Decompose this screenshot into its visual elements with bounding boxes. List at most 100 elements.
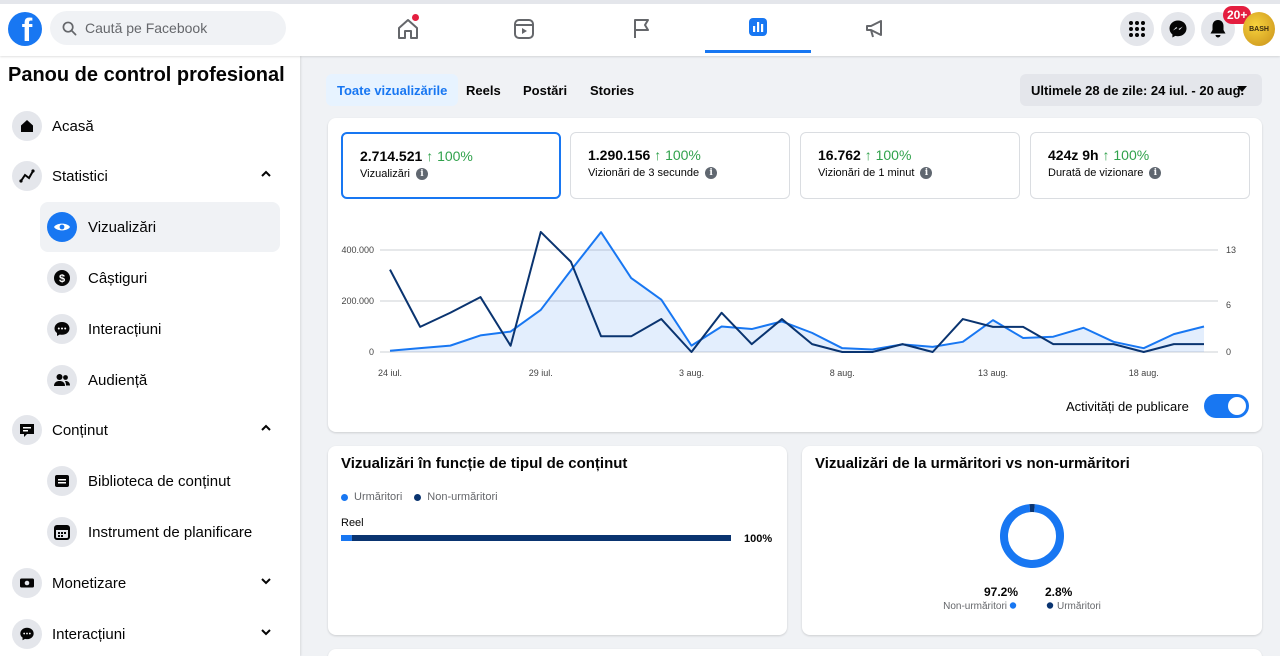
chevron-up-icon[interactable] [260,168,272,180]
sidebar-item-content[interactable]: Conținut [6,406,286,454]
top-navigation-bar: f 20+ BASH [0,0,1280,56]
messenger-icon [1169,20,1187,38]
followers-donut-chart: 97.2% Non-urmăritori 2.8% Urmăritori [943,504,1101,612]
sidebar-item-home[interactable]: Acasă [6,102,286,150]
nav-ads[interactable] [822,4,928,53]
chevron-up-icon[interactable] [260,422,272,434]
video-icon [514,18,534,39]
people-icon [47,365,77,395]
search-icon [62,21,77,35]
content-icon [12,415,42,445]
facebook-logo[interactable]: f [8,12,42,46]
library-icon [47,466,77,496]
sidebar-item-content-library[interactable]: Biblioteca de conținut [40,456,280,506]
insights-icon [749,18,767,36]
legend-swatch [414,493,422,501]
info-icon[interactable]: i [920,167,933,179]
chevron-down-icon[interactable] [260,626,272,638]
slice-name-label: Non-urmăritori [943,601,1007,612]
next-card [328,649,1262,656]
chevron-down-icon[interactable] [260,575,272,587]
legend-swatch [1009,602,1017,609]
y-left-tick-label: 0 [369,347,374,357]
sidebar-item-audience[interactable]: Audiență [40,355,280,405]
info-icon[interactable]: i [415,168,428,180]
tab-reels[interactable]: Reels [466,82,501,98]
publishing-activity-label: Activități de publicare [1066,399,1189,414]
nav-pages[interactable] [589,4,695,53]
info-icon[interactable]: i [705,167,718,179]
metric-card-watch-time[interactable]: 424z 9h ↑ 100% Durată de vizionare i [1030,132,1250,199]
y-right-tick-label: 13 [1226,245,1236,255]
megaphone-icon [866,19,882,37]
chat-icon [12,619,42,649]
sidebar-item-insights[interactable]: Statistici [6,152,286,200]
sidebar-title: Panou de control profesional [8,64,285,86]
metric-card-1min-views[interactable]: 16.762 ↑ 100% Vizionări de 1 minut i [800,132,1020,199]
search-input[interactable] [85,20,265,36]
slice-value-label: 2.8% [1045,585,1073,599]
nav-home[interactable] [355,4,461,53]
notifications-button[interactable] [1201,12,1235,46]
metric-card-views[interactable]: 2.714.521 ↑ 100% Vizualizări i [341,132,561,199]
calendar-icon [47,517,77,547]
money-icon [12,568,42,598]
views-series-line [389,231,1205,352]
card-title: Vizualizări în funcție de tipul de conți… [341,455,628,472]
search-box[interactable] [50,11,286,45]
change-indicator: ↑ 100% [864,147,912,163]
metric-card-3s-views[interactable]: 1.290.156 ↑ 100% Vizionări de 3 secunde i [570,132,790,199]
sidebar-item-views[interactable]: Vizualizări [40,202,280,252]
donut-slice [1000,504,1064,568]
series-area [390,232,1204,352]
flag-icon [634,18,649,38]
change-indicator: ↑ 100% [1102,147,1150,163]
chart-legend: Urmăritori Non-urmăritori [341,491,498,503]
tab-stories[interactable]: Stories [590,82,635,98]
sidebar-item-planner[interactable]: Instrument de planificare [40,507,280,557]
publishing-series-line [389,230,1204,353]
eye-icon [47,212,77,242]
notification-dot [412,14,419,21]
sidebar-item-monetization[interactable]: Monetizare [6,559,286,607]
publishing-activity-toggle[interactable] [1204,394,1249,418]
bar-segment-followers [341,535,352,541]
x-tick-label: 3 aug. [679,368,704,378]
y-left-tick-label: 200.000 [341,296,374,306]
sidebar-item-earnings[interactable]: $ Câștiguri [40,253,280,303]
info-icon[interactable]: i [1149,167,1162,179]
donut-slice [1000,504,1064,568]
sidebar-item-interactions[interactable]: Interacțiuni [40,304,280,354]
legend-swatch [341,493,348,501]
x-tick-label: 8 aug. [830,368,855,378]
y-right-tick-label: 0 [1226,347,1231,357]
bar-total-label: 100% [744,533,772,545]
category-label: Reel [341,517,364,529]
tab-all-views[interactable]: Toate vizualizările [326,74,459,106]
trend-icon [12,161,42,191]
bell-icon [1210,20,1226,38]
change-indicator: ↑ 100% [426,148,473,164]
x-tick-label: 13 aug. [978,368,1008,378]
x-tick-label: 29 iul. [529,368,553,378]
home-icon [12,111,42,141]
slice-value-label: 97.2% [984,585,1018,599]
legend-swatch [1046,602,1054,609]
bar-segment-non-followers [351,535,731,541]
date-range-selector[interactable]: Ultimele 28 de zile: 24 iul. - 20 aug. [1020,74,1262,106]
menu-button[interactable] [1120,12,1154,46]
toggle-knob [1228,397,1246,415]
avatar[interactable]: BASH [1243,12,1275,46]
tab-posts[interactable]: Postări [523,82,568,98]
caret-down-icon [1237,86,1247,92]
views-line-chart: 0 200.000 400.000 0 6 13 24 iul. 29 iul. 3 aug. 8… [341,230,1236,378]
messenger-button[interactable] [1161,12,1195,46]
dollar-icon: $ [47,263,77,293]
followers-vs-nonfollowers-card [802,446,1262,635]
change-indicator: ↑ 100% [654,147,701,163]
x-tick-label: 24 iul. [378,368,402,378]
nav-video[interactable] [471,4,577,53]
y-left-tick-label: 400.000 [341,245,374,255]
nav-professional-dashboard[interactable] [705,4,811,53]
sidebar-item-interactions-section[interactable]: Interacțiuni [6,610,286,656]
